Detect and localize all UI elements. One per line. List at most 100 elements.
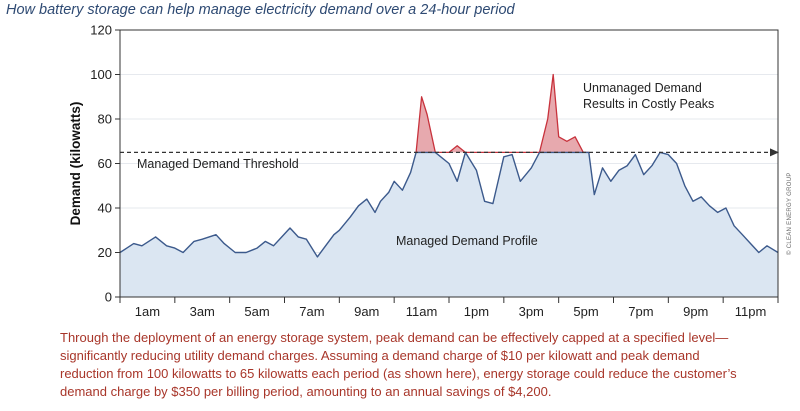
x-tick-label: 1pm — [464, 304, 489, 319]
managed-data-point — [448, 163, 450, 165]
managed-data-point — [297, 236, 299, 238]
x-axis-ticks: 1am 3am 5am 7am 9am 11am 1pm 3pm 5pm 7pm 9pm 11pm — [119, 297, 779, 319]
managed-data-point — [668, 154, 670, 156]
y-axis-ticks: 0 20 40 60 80 100 120 — [90, 23, 120, 305]
managed-data-point — [245, 252, 247, 254]
managed-data-point — [725, 207, 727, 209]
y-axis-label: Demand (kilowatts) — [68, 102, 83, 226]
managed-data-point — [594, 194, 596, 196]
unmanaged-data-point — [547, 118, 549, 120]
managed-data-point — [484, 201, 486, 203]
x-tick-label: 5pm — [573, 304, 598, 319]
x-tick-label: 7pm — [628, 304, 653, 319]
x-tick-label: 11am — [406, 304, 438, 319]
managed-data-point — [610, 181, 612, 183]
managed-data-point — [358, 205, 360, 207]
caption-line: reduction from 100 kilowatts to 65 kilow… — [60, 366, 737, 381]
managed-data-point — [758, 252, 760, 254]
managed-data-point — [380, 201, 382, 203]
unmanaged-data-point — [566, 140, 568, 142]
y-tick-label: 120 — [90, 23, 112, 38]
managed-data-point — [476, 169, 478, 171]
y-tick-label: 0 — [105, 290, 112, 305]
unmanaged-data-point — [426, 114, 428, 116]
peaks-label-line-1: Unmanaged Demand — [583, 81, 702, 95]
managed-data-point — [133, 243, 135, 245]
x-tick-label: 9am — [354, 304, 379, 319]
managed-data-point — [511, 154, 513, 156]
managed-data-point — [325, 245, 327, 247]
managed-data-point — [182, 252, 184, 254]
managed-data-point — [676, 163, 678, 165]
x-tick-label: 7am — [299, 304, 324, 319]
managed-data-point — [141, 245, 143, 247]
peaks-label-line-2: Results in Costly Peaks — [583, 97, 714, 111]
managed-demand-area — [120, 152, 778, 297]
profile-label: Managed Demand Profile — [396, 234, 538, 248]
managed-data-point — [366, 198, 368, 200]
managed-data-point — [750, 243, 752, 245]
caption-line: Through the deployment of an energy stor… — [60, 330, 729, 345]
managed-data-point — [256, 247, 258, 249]
managed-data-point — [692, 201, 694, 203]
caption-line: demand charge by $350 per billing period… — [60, 384, 552, 399]
managed-data-point — [193, 241, 195, 243]
managed-data-point — [223, 243, 225, 245]
page-title: How battery storage can help manage elec… — [6, 2, 515, 18]
managed-data-point — [350, 216, 352, 218]
managed-data-point — [155, 236, 157, 238]
managed-data-point — [700, 196, 702, 198]
managed-data-point — [519, 181, 521, 183]
managed-data-point — [766, 245, 768, 247]
managed-data-point — [643, 174, 645, 176]
managed-data-point — [709, 205, 711, 207]
managed-data-point — [215, 234, 217, 236]
x-tick-label: 9pm — [683, 304, 708, 319]
managed-data-point — [530, 167, 532, 169]
managed-data-point — [174, 247, 176, 249]
managed-data-point — [374, 212, 376, 214]
x-tick-label: 1am — [135, 304, 160, 319]
managed-data-point — [289, 227, 291, 229]
managed-data-point — [317, 256, 319, 258]
managed-data-point — [602, 167, 604, 169]
y-tick-label: 100 — [90, 67, 112, 82]
managed-data-point — [306, 238, 308, 240]
managed-data-point — [333, 234, 335, 236]
y-tick-label: 40 — [98, 201, 112, 216]
unmanaged-data-point — [558, 136, 560, 138]
managed-data-point — [456, 181, 458, 183]
managed-data-point — [742, 234, 744, 236]
x-tick-label: 11pm — [735, 304, 767, 319]
x-tick-label: 5am — [244, 304, 269, 319]
managed-data-point — [273, 245, 275, 247]
x-tick-label: 3pm — [519, 304, 544, 319]
unmanaged-data-point — [456, 145, 458, 147]
managed-data-point — [281, 236, 283, 238]
managed-data-point — [410, 172, 412, 174]
demand-chart: 0 20 40 60 80 100 120 1am 3am 5am 7am 9am 11am 1pm 3p… — [68, 23, 793, 320]
caption: Through the deployment of an energy stor… — [60, 329, 790, 401]
managed-data-point — [651, 165, 653, 167]
unmanaged-data-point — [552, 74, 554, 76]
y-tick-label: 80 — [98, 112, 112, 127]
managed-data-point — [618, 169, 620, 171]
managed-data-point — [733, 225, 735, 227]
managed-demand-line — [119, 151, 779, 258]
x-tick-label: 3am — [190, 304, 215, 319]
managed-data-point — [393, 181, 395, 183]
managed-data-point — [339, 229, 341, 231]
managed-data-point — [234, 252, 236, 254]
y-tick-label: 60 — [98, 156, 112, 171]
managed-data-point — [201, 238, 203, 240]
managed-data-point — [265, 241, 267, 243]
managed-data-point — [166, 245, 168, 247]
managed-data-point — [626, 165, 628, 167]
caption-line: significantly reducing utility demand ch… — [60, 348, 700, 363]
unmanaged-peaks-area — [416, 74, 589, 153]
managed-data-point — [635, 154, 637, 156]
managed-data-point — [684, 185, 686, 187]
unmanaged-data-point — [574, 136, 576, 138]
copyright-note: © CLEAN ENERGY GROUP — [786, 172, 793, 255]
y-tick-label: 20 — [98, 245, 112, 260]
